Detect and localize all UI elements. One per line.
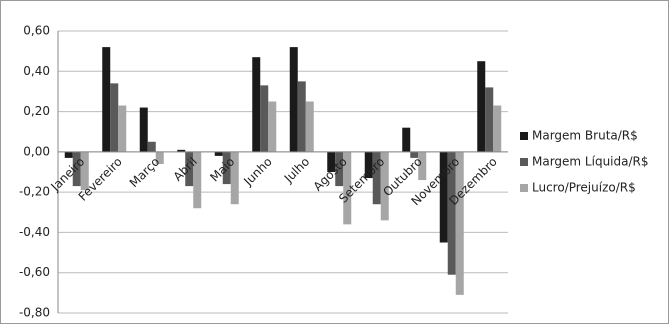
bar — [118, 105, 127, 152]
y-tick-label: -0,20 — [19, 185, 50, 199]
bar — [147, 141, 156, 152]
legend-swatch — [520, 184, 528, 192]
legend-label: Lucro/Prejuízo/R$ — [532, 181, 636, 195]
y-tick-label: -0,80 — [19, 306, 50, 320]
bar — [364, 151, 373, 179]
bar — [410, 151, 419, 158]
legend-swatch — [520, 158, 528, 166]
bar — [477, 61, 486, 152]
bar — [485, 87, 494, 152]
bar — [185, 151, 194, 187]
bar — [252, 57, 261, 152]
bar — [268, 101, 277, 152]
bar — [380, 151, 389, 221]
bar — [193, 151, 202, 209]
y-tick-label: 0,00 — [23, 144, 50, 158]
bar — [372, 151, 381, 205]
bar — [343, 151, 352, 225]
bar — [402, 127, 411, 152]
bar — [155, 151, 164, 164]
bar — [214, 151, 223, 156]
bar — [72, 151, 81, 187]
bar — [327, 151, 336, 172]
bar — [439, 151, 448, 243]
bar — [260, 85, 269, 152]
bar — [80, 151, 89, 191]
legend-label: Margem Bruta/R$ — [532, 129, 638, 143]
bar — [305, 101, 314, 152]
legend-label: Margem Líquida/R$ — [532, 155, 649, 169]
bar — [64, 151, 73, 158]
y-tick-label: -0,60 — [19, 265, 50, 279]
y-tick-label: 0,60 — [23, 24, 50, 38]
bar — [110, 83, 119, 152]
bar — [289, 47, 298, 152]
bar — [335, 151, 344, 187]
y-tick-label: 0,40 — [23, 64, 50, 78]
bar — [447, 151, 456, 275]
bar — [230, 151, 239, 205]
bar — [177, 149, 186, 152]
bar — [222, 151, 231, 185]
legend-swatch — [520, 132, 528, 140]
bar — [297, 81, 306, 152]
bar — [493, 105, 502, 152]
y-tick-label: -0,40 — [19, 225, 50, 239]
bar — [455, 151, 464, 295]
bar — [102, 47, 111, 152]
y-tick-label: 0,20 — [23, 104, 50, 118]
bar — [139, 107, 148, 152]
bar — [418, 151, 427, 181]
